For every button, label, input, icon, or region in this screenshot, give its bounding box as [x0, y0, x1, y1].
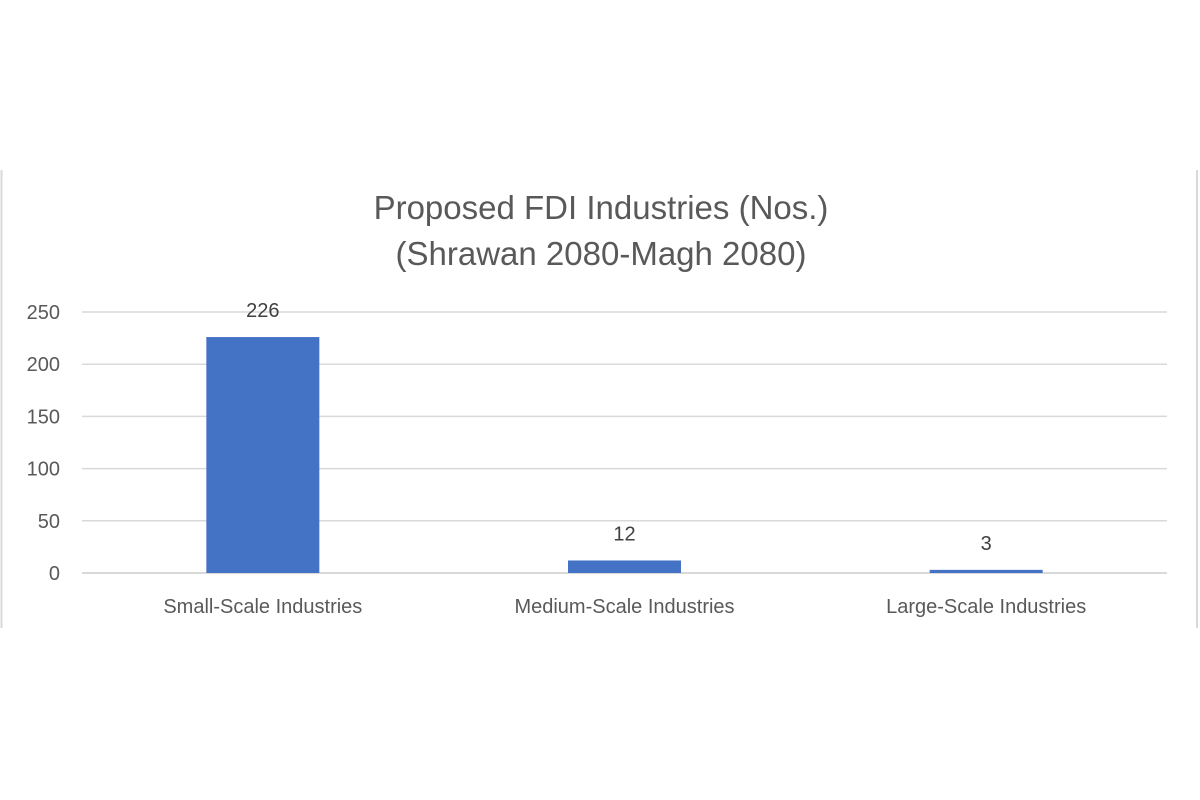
y-tick-label: 250	[27, 302, 60, 324]
bar	[206, 337, 320, 573]
x-category-label: Large-Scale Industries	[886, 596, 1086, 618]
bar-data-label: 226	[246, 300, 279, 322]
x-category-label: Medium-Scale Industries	[514, 596, 734, 618]
bar	[568, 560, 681, 573]
bar-data-label: 3	[981, 533, 992, 555]
bar	[929, 569, 1043, 573]
y-tick-label: 200	[27, 354, 60, 376]
chart-title-line-1: Proposed FDI Industries (Nos.)	[374, 189, 829, 226]
y-tick-label: 150	[27, 406, 60, 428]
x-axis-category-labels: Small-Scale Industries Medium-Scale Indus…	[163, 596, 1086, 618]
x-category-label: Small-Scale Industries	[163, 596, 362, 618]
chart-title-line-2: (Shrawan 2080-Magh 2080)	[396, 235, 807, 272]
y-tick-label: 50	[38, 511, 60, 533]
bars	[206, 337, 1043, 573]
y-axis-tick-labels: 0 50 100 150 200 250	[27, 302, 60, 585]
bar-data-label: 12	[613, 523, 635, 545]
data-labels: 226 12 3	[246, 300, 992, 555]
y-tick-label: 0	[49, 563, 60, 585]
y-tick-label: 100	[27, 459, 60, 481]
